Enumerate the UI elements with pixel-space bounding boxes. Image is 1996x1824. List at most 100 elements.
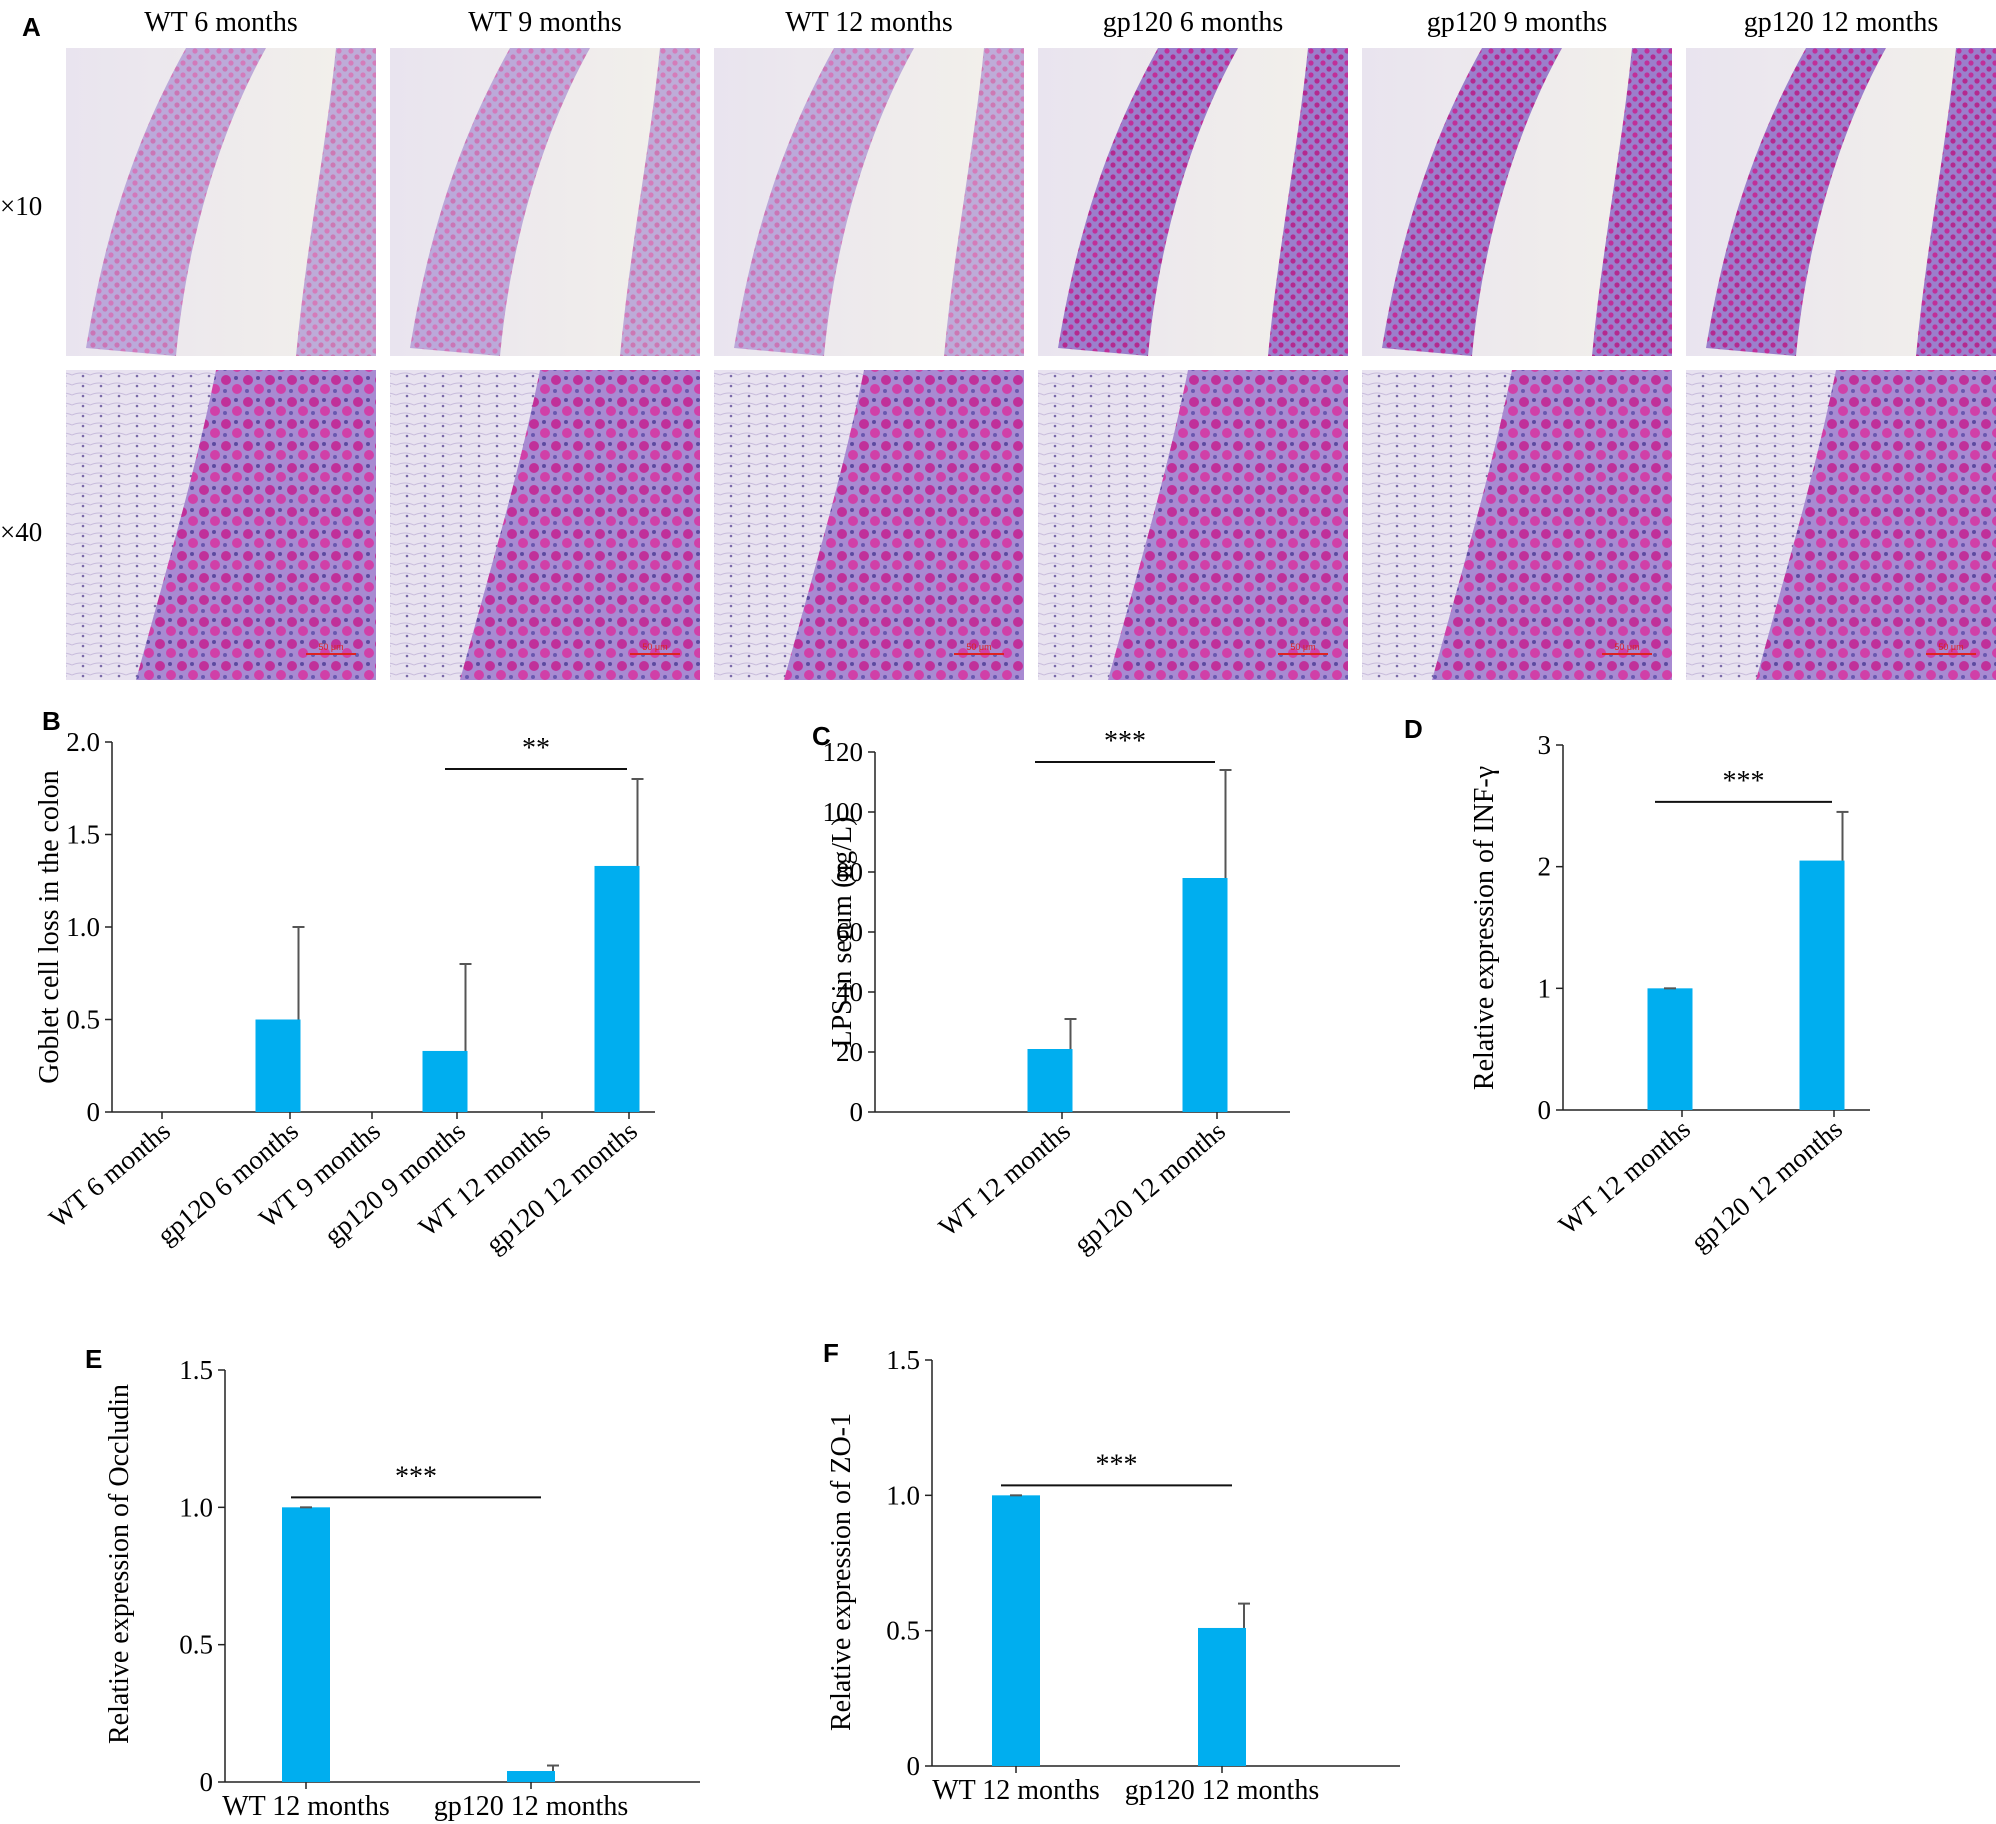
- bar: [1647, 988, 1693, 1110]
- y-tick-label: 1.0: [66, 912, 100, 942]
- x-tick-label: gp120 12 months: [1125, 1775, 1319, 1806]
- y-axis-label: Goblet cell loss in the colon: [34, 770, 65, 1083]
- y-axis-label: Relative expression of ZO-1: [826, 1413, 857, 1731]
- y-tick-label: 2: [1538, 852, 1552, 882]
- micrograph-40x: 50 μm: [1686, 370, 1996, 680]
- column-header: WT 9 months: [468, 7, 621, 38]
- bar: [282, 1507, 330, 1782]
- y-tick-label: 3: [1538, 730, 1552, 760]
- column-header: gp120 6 months: [1103, 7, 1283, 38]
- x-tick-label: gp120 12 months: [1068, 1116, 1231, 1260]
- bar: [1799, 860, 1845, 1110]
- panel-label-f: F: [823, 1338, 839, 1368]
- y-tick-label: 0.5: [886, 1616, 920, 1646]
- bar: [255, 1019, 301, 1112]
- bar: [992, 1495, 1040, 1766]
- bar: [1198, 1627, 1246, 1766]
- scale-bar-label: 50 μm: [966, 642, 991, 652]
- micrograph-10x: [1362, 48, 1672, 356]
- y-axis-label: Relative expression of INF-γ: [1469, 766, 1500, 1090]
- mucosa-band: [1916, 48, 1996, 356]
- y-tick-label: 60: [836, 917, 863, 947]
- crypt-region: [1756, 370, 1996, 680]
- y-tick-label: 0: [850, 1097, 864, 1127]
- micrograph-40x: 50 μm: [1362, 370, 1672, 680]
- y-tick-label: 40: [836, 977, 863, 1007]
- mucosa-band: [86, 48, 266, 356]
- column-header: gp120 12 months: [1744, 7, 1938, 38]
- significance-label: ***: [1096, 1449, 1138, 1480]
- mucosa-band: [410, 48, 590, 356]
- chart-d: D 0 1 2 3 Relative expression of INF-γ WT 12 m…: [1404, 714, 1870, 1257]
- significance-label: ***: [1104, 726, 1146, 757]
- bar: [422, 1050, 468, 1112]
- micrograph-10x: [1038, 48, 1348, 356]
- y-tick-label: 20: [836, 1037, 863, 1067]
- bar: [507, 1771, 555, 1782]
- y-axis-label: Relative expression of Occludin: [104, 1384, 135, 1744]
- crypt-region: [1108, 370, 1348, 680]
- mucosa-band: [1706, 48, 1886, 356]
- crypt-region: [136, 370, 376, 680]
- x-tick-label: gp120 6 months: [151, 1116, 304, 1251]
- bar: [1027, 1049, 1073, 1112]
- panel-label-d: D: [1404, 714, 1423, 744]
- y-tick-label: 1.5: [179, 1355, 213, 1385]
- mucosa-band: [296, 48, 376, 356]
- panel-label-a: A: [22, 12, 41, 42]
- panel-label-c: C: [812, 721, 831, 751]
- y-tick-label: 0.5: [179, 1630, 213, 1660]
- y-tick-label: 2.0: [66, 727, 100, 757]
- x-tick-label: WT 6 months: [43, 1116, 176, 1234]
- crypt-region: [1432, 370, 1672, 680]
- crypt-region: [784, 370, 1024, 680]
- y-tick-label: 0: [200, 1767, 214, 1797]
- y-tick-label: 120: [823, 737, 864, 767]
- x-tick-label: gp120 12 months: [1685, 1114, 1848, 1258]
- mucosa-band: [620, 48, 700, 356]
- scale-bar-label: 50 μm: [1614, 642, 1639, 652]
- chart-c: C 0 20 40 60 80 100 120 LPS in serum (ng/L) WT 12…: [812, 721, 1290, 1259]
- scale-bar-label: 50 μm: [1938, 642, 1963, 652]
- crypt-region: [460, 370, 700, 680]
- y-tick-label: 0.5: [66, 1005, 100, 1035]
- x-tick-label: gp120 12 months: [434, 1791, 628, 1822]
- micrograph-10x: [714, 48, 1024, 356]
- scale-bar-label: 50 μm: [1290, 642, 1315, 652]
- mucosa-band: [944, 48, 1024, 356]
- scale-bar-label: 50 μm: [318, 642, 343, 652]
- column-header: WT 6 months: [144, 7, 297, 38]
- mucosa-band: [1382, 48, 1562, 356]
- y-tick-label: 1.5: [66, 820, 100, 850]
- significance-label: ***: [395, 1461, 437, 1492]
- column-header: WT 12 months: [785, 7, 952, 38]
- chart-e: E 0 0.5 1.0 1.5 Relative expression of Occlud…: [85, 1344, 700, 1822]
- mucosa-band: [734, 48, 914, 356]
- y-tick-label: 1.5: [886, 1345, 920, 1375]
- panel-label-b: B: [42, 706, 61, 736]
- bar: [1182, 878, 1228, 1112]
- y-tick-label: 1: [1538, 973, 1552, 1003]
- significance-label: **: [522, 733, 550, 764]
- row-label-40x: ×40: [0, 517, 42, 547]
- x-tick-label: WT 12 months: [933, 1116, 1076, 1243]
- y-tick-label: 0: [907, 1751, 921, 1781]
- y-tick-label: 100: [823, 797, 864, 827]
- micrograph-40x: 50 μm: [714, 370, 1024, 680]
- micrograph-10x: [390, 48, 700, 356]
- mucosa-band: [1592, 48, 1672, 356]
- significance-label: ***: [1723, 766, 1765, 797]
- micrograph-40x: 50 μm: [1038, 370, 1348, 680]
- panel-label-e: E: [85, 1344, 102, 1374]
- x-tick-label: WT 12 months: [1553, 1114, 1696, 1241]
- row-label-10x: ×10: [0, 191, 42, 221]
- y-tick-label: 0: [87, 1097, 101, 1127]
- column-header: gp120 9 months: [1427, 7, 1607, 38]
- x-tick-label: gp120 12 months: [480, 1116, 643, 1260]
- x-tick-label: WT 12 months: [222, 1791, 389, 1822]
- mucosa-band: [1058, 48, 1238, 356]
- y-tick-label: 1.0: [179, 1492, 213, 1522]
